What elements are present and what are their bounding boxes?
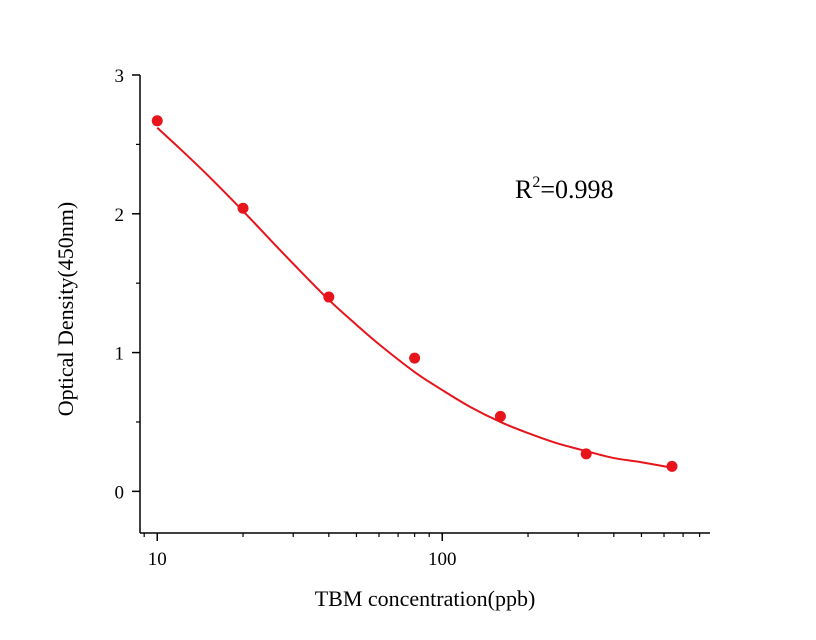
x-axis-title: TBM concentration(ppb): [315, 586, 536, 611]
data-point: [237, 202, 249, 214]
y-tick-label: 2: [115, 205, 125, 226]
x-ticks: 10 100: [143, 533, 701, 570]
y-tick-label: 1: [115, 344, 125, 365]
x-tick-label: 10: [148, 549, 167, 570]
data-point: [580, 448, 592, 460]
r-squared-superscript: 2: [532, 174, 540, 191]
x-tick-label: 100: [428, 549, 457, 570]
r-squared-value: =0.998: [540, 175, 613, 204]
r-squared-annotation: R2=0.998: [515, 174, 614, 204]
y-tick-label: 0: [115, 482, 125, 503]
data-point: [151, 115, 163, 127]
data-point: [494, 410, 506, 422]
r-squared-base: R: [515, 175, 533, 204]
data-point: [323, 291, 335, 303]
plot-area: [151, 115, 678, 472]
y-axis: 0 1 2 3: [115, 66, 141, 533]
data-point: [409, 352, 421, 364]
x-axis: 10 100: [140, 532, 710, 570]
y-ticks: 0 1 2 3: [115, 66, 140, 503]
data-point: [666, 460, 678, 472]
y-tick-label: 3: [115, 66, 125, 87]
data-points: [151, 115, 678, 472]
y-axis-title: Optical Density(450nm): [53, 202, 78, 416]
